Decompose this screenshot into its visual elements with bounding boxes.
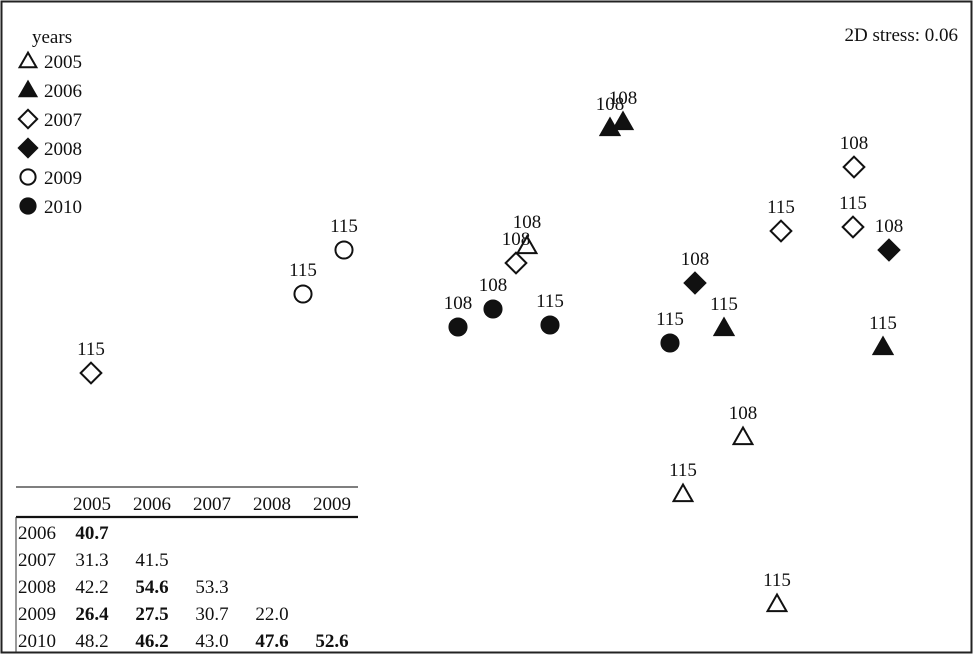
table-cell-2007-2005: 31.3: [75, 550, 108, 571]
point-label-18: 108: [479, 275, 508, 296]
dissimilarity-table: 2005 2006 2007 2008 2009 2006 40.7 2007 31.3 41.5…: [15, 486, 358, 652]
table-cell-2007-2006: 41.5: [135, 550, 168, 571]
point-2005-115-2: [765, 592, 789, 613]
table-cell-2010-2009: 52.6: [315, 631, 348, 652]
point-2008-108-13: [683, 271, 707, 295]
table-row-header-2006: 2006: [18, 523, 56, 544]
table-cell-2010-2008: 47.6: [255, 631, 288, 652]
legend-title: years: [32, 27, 72, 48]
point-2006-115-7: [871, 335, 895, 356]
point-label-16: 115: [330, 216, 358, 237]
table-cell-2006-2005: 40.7: [75, 523, 109, 544]
point-label-14: 108: [875, 216, 904, 237]
point-label-20: 115: [656, 309, 684, 330]
legend-marker-2005: [17, 50, 39, 69]
point-label-4: 108: [596, 94, 625, 115]
legend-marker-2007: [17, 108, 39, 130]
point-label-7: 115: [869, 313, 897, 334]
point-label-6: 115: [710, 294, 738, 315]
point-2007-115-8: [79, 361, 103, 385]
point-2007-115-12: [841, 215, 865, 239]
point-2008-108-14: [877, 238, 901, 262]
table-cell-2010-2007: 43.0: [195, 631, 228, 652]
point-label-1: 115: [669, 460, 697, 481]
table-cell-2010-2006: 46.2: [135, 631, 168, 652]
point-2006-115-6: [712, 316, 736, 337]
legend-marker-2008: [17, 137, 39, 159]
table-cell-2008-2007: 53.3: [195, 577, 228, 598]
point-2005-108-0: [731, 425, 755, 446]
table-col-header-2007: 2007: [193, 494, 231, 515]
point-2010-115-20: [660, 333, 680, 353]
legend-marker-2010: [19, 197, 37, 215]
point-label-13: 108: [681, 249, 710, 270]
point-label-9: 108: [502, 229, 531, 250]
point-2005-115-1: [671, 482, 695, 503]
point-2010-108-18: [483, 299, 503, 319]
table-row-header-2010: 2010: [18, 631, 56, 652]
point-2009-115-16: [334, 240, 354, 260]
table-cell-2010-2005: 48.2: [75, 631, 108, 652]
table-col-header-2005: 2005: [73, 494, 111, 515]
table-cell-2009-2005: 26.4: [75, 604, 109, 625]
table-cell-2008-2005: 42.2: [75, 577, 108, 598]
point-2010-108-17: [448, 317, 468, 337]
table-row-header-2009: 2009: [18, 604, 56, 625]
point-2010-115-19: [540, 315, 560, 335]
table-cell-2009-2008: 22.0: [255, 604, 288, 625]
table-row-header-2008: 2008: [18, 577, 56, 598]
point-label-0: 108: [729, 403, 758, 424]
point-label-17: 108: [444, 293, 473, 314]
point-label-15: 115: [289, 260, 317, 281]
stress-annotation: 2D stress: 0.06: [845, 25, 958, 46]
table-row-header-2007: 2007: [18, 550, 56, 571]
legend-label-2005: 2005: [44, 52, 82, 73]
table-cell-2009-2007: 30.7: [195, 604, 228, 625]
legend-label-2008: 2008: [44, 139, 82, 160]
point-2006-108-5: [611, 110, 635, 131]
table-col-header-2009: 2009: [313, 494, 351, 515]
point-2009-115-15: [293, 284, 313, 304]
point-2007-108-11: [842, 155, 866, 179]
table-col-header-2008: 2008: [253, 494, 291, 515]
point-label-19: 115: [536, 291, 564, 312]
legend-label-2007: 2007: [44, 110, 82, 131]
table-cell-2008-2006: 54.6: [135, 577, 168, 598]
legend-marker-2006: [17, 79, 39, 98]
point-label-8: 115: [77, 339, 105, 360]
legend: years 2005 2006 2007 2008 2009 2010: [17, 27, 82, 218]
legend-label-2010: 2010: [44, 197, 82, 218]
point-2005-108-3: [515, 234, 539, 255]
legend-marker-2009: [19, 168, 37, 186]
point-label-3: 108: [513, 212, 542, 233]
legend-label-2009: 2009: [44, 168, 82, 189]
point-label-2: 115: [763, 570, 791, 591]
legend-label-2006: 2006: [44, 81, 82, 102]
point-2007-115-10: [769, 219, 793, 243]
point-label-11: 108: [840, 133, 869, 154]
point-label-12: 115: [839, 193, 867, 214]
table-cell-2009-2006: 27.5: [135, 604, 168, 625]
point-2007-108-9: [504, 251, 528, 275]
table-col-header-2006: 2006: [133, 494, 171, 515]
point-label-10: 115: [767, 197, 795, 218]
point-label-5: 108: [609, 88, 638, 109]
points-layer: 1081151151081081081151151151081151081151…: [77, 88, 904, 613]
